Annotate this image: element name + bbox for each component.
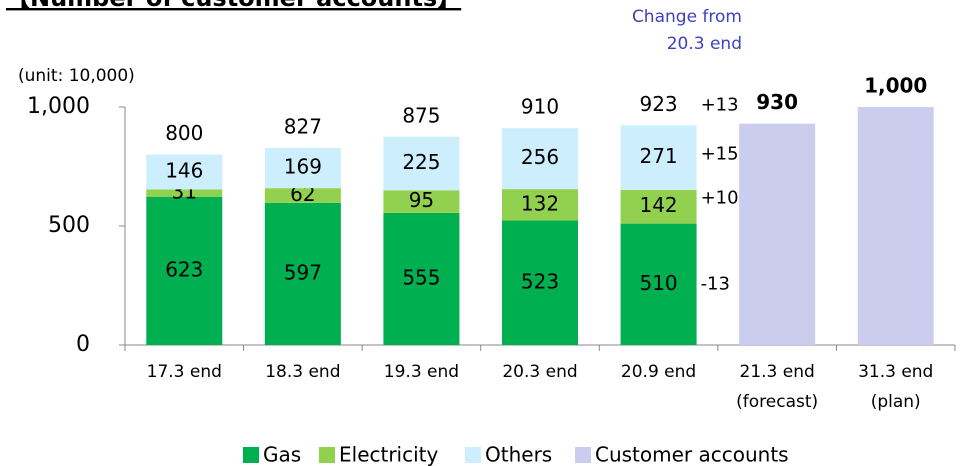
segment-label: 623 bbox=[165, 257, 203, 281]
total-label: 875 bbox=[402, 103, 440, 127]
bar-segment bbox=[383, 212, 460, 345]
segment-label: 146 bbox=[165, 158, 203, 182]
legend-label: Others bbox=[485, 443, 552, 466]
chart-title: 【Number of customer accounts】 bbox=[6, 0, 461, 12]
total-label: 800 bbox=[165, 121, 203, 145]
change-label: +15 bbox=[701, 144, 739, 165]
total-label: 827 bbox=[284, 114, 322, 138]
legend-swatch bbox=[575, 447, 591, 463]
segment-label: 597 bbox=[284, 260, 322, 284]
bar-segment bbox=[620, 189, 697, 224]
x-tick-label: 17.3 end bbox=[146, 362, 222, 382]
unit-label: (unit: 10,000) bbox=[18, 66, 135, 86]
segment-label: 555 bbox=[402, 265, 440, 289]
x-tick-label: 19.3 end bbox=[383, 362, 460, 382]
value-label: 1,000 bbox=[864, 74, 927, 98]
bar-segment bbox=[620, 125, 697, 190]
change-label: -13 bbox=[701, 273, 730, 294]
segment-label: 225 bbox=[402, 150, 440, 174]
legend-swatch bbox=[465, 447, 481, 463]
bar-segment bbox=[383, 190, 460, 213]
x-tick-label: 18.3 end bbox=[265, 362, 341, 382]
bar-segment bbox=[502, 220, 578, 345]
segment-label: 256 bbox=[521, 145, 559, 169]
change-label: +10 bbox=[701, 188, 739, 209]
y-tick-label: 0 bbox=[76, 332, 90, 357]
y-tick-label: 1,000 bbox=[27, 94, 90, 119]
segment-label: 142 bbox=[639, 193, 677, 217]
segment-label: 132 bbox=[521, 191, 559, 215]
x-tick-label: 31.3 end (plan) bbox=[858, 362, 934, 412]
bar-segment bbox=[502, 189, 578, 221]
bar-segment bbox=[857, 107, 934, 345]
segment-label: 169 bbox=[284, 155, 322, 179]
change-title: Change from 20.3 end bbox=[631, 7, 742, 54]
segment-label: 523 bbox=[521, 269, 559, 293]
bar-segment bbox=[739, 123, 816, 345]
total-label: 923 bbox=[639, 92, 677, 116]
bar-segment bbox=[620, 223, 697, 345]
legend-label: Gas bbox=[263, 443, 301, 466]
bar-segment bbox=[146, 154, 223, 190]
bar-segment bbox=[264, 188, 341, 203]
x-tick-label: 21.3 end (forecast) bbox=[736, 362, 819, 412]
x-tick-label: 20.9 end bbox=[620, 362, 697, 382]
legend-label: Customer accounts bbox=[595, 443, 789, 466]
change-label: +13 bbox=[701, 94, 739, 115]
total-label: 910 bbox=[521, 95, 559, 119]
segment-label: 510 bbox=[639, 271, 677, 295]
y-tick-label: 500 bbox=[48, 213, 90, 238]
segment-label: 95 bbox=[409, 188, 434, 212]
bar-segment bbox=[146, 189, 223, 197]
bar-segment bbox=[502, 128, 578, 190]
legend-swatch bbox=[243, 447, 259, 463]
legend-swatch bbox=[319, 447, 335, 463]
segment-label: 271 bbox=[639, 144, 677, 168]
bar-segment bbox=[146, 196, 223, 345]
bar-segment bbox=[264, 147, 341, 189]
legend-label: Electricity bbox=[339, 443, 439, 466]
bar-segment bbox=[383, 136, 460, 191]
value-label: 930 bbox=[756, 90, 798, 114]
bar-segment bbox=[264, 202, 341, 345]
x-tick-label: 20.3 end bbox=[502, 362, 578, 382]
